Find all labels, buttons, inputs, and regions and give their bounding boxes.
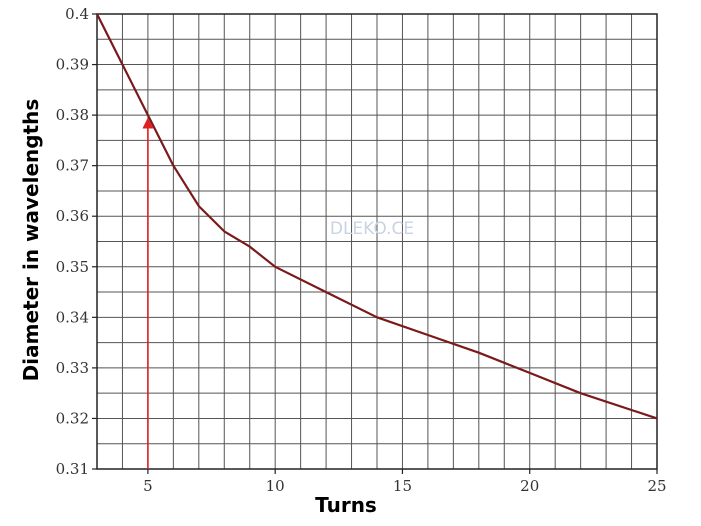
x-tick-label: 15 bbox=[393, 477, 412, 495]
y-tick-label: 0.33 bbox=[56, 359, 89, 377]
y-tick-label: 0.39 bbox=[56, 56, 89, 74]
y-tick-label: 0.34 bbox=[56, 308, 89, 326]
y-tick-label: 0.32 bbox=[56, 409, 89, 427]
y-tick-label: 0.35 bbox=[56, 258, 89, 276]
y-axis-title: Diameter in wavelengths bbox=[19, 99, 43, 382]
y-tick-label: 0.31 bbox=[56, 460, 89, 478]
x-tick-label: 10 bbox=[266, 477, 285, 495]
x-axis-title: Turns bbox=[315, 493, 377, 517]
x-tick-label: 20 bbox=[520, 477, 539, 495]
y-tick-label: 0.38 bbox=[56, 106, 89, 124]
y-tick-label: 0.37 bbox=[56, 157, 89, 175]
x-tick-label: 25 bbox=[647, 477, 666, 495]
series bbox=[96, 13, 658, 420]
watermark: DLEKO.CE bbox=[330, 219, 414, 239]
y-tick-label: 0.4 bbox=[65, 5, 89, 23]
axis-ticks bbox=[92, 13, 658, 474]
x-tick-label: 5 bbox=[143, 477, 153, 495]
grid bbox=[97, 14, 657, 469]
series-line bbox=[96, 13, 658, 420]
y-tick-label: 0.36 bbox=[56, 207, 89, 225]
plot-frame bbox=[96, 13, 658, 470]
tick-labels: 0.31 0.32 0.33 0.34 0.35 0.36 0.37 0.38 0.39 0.4 5… bbox=[56, 5, 667, 495]
